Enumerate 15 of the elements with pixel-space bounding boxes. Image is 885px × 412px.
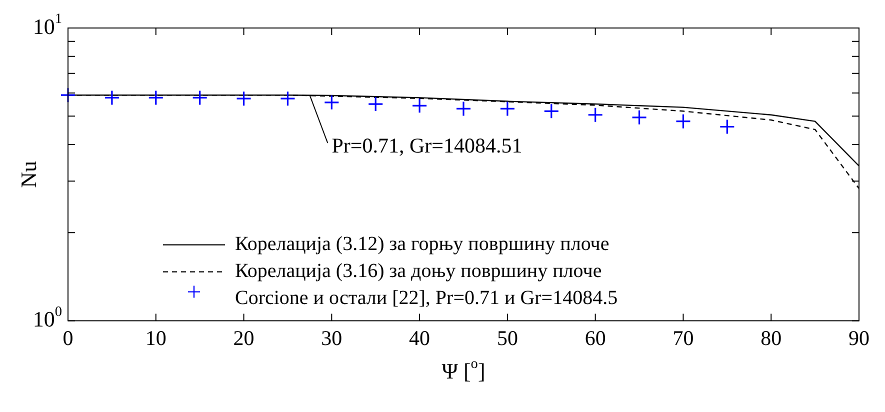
y-axis-title: Nu — [16, 160, 41, 188]
x-tick-label: 70 — [672, 326, 694, 350]
x-tick-label: 30 — [321, 326, 342, 350]
x-tick-label: 0 — [62, 326, 74, 350]
x-tick-label: 80 — [760, 326, 782, 350]
legend-label: Корелација (3.12) за горњу површину плоче — [235, 233, 610, 256]
x-tick-label: 40 — [409, 326, 430, 350]
legend-label: Corcione и остали [22], Pr=0.71 и Gr=14084.5 — [235, 287, 618, 310]
x-tick-label: 50 — [496, 326, 518, 350]
x-tick-label: 90 — [848, 326, 870, 350]
x-tick-label: 60 — [584, 326, 606, 350]
annotation: Pr=0.71, Gr=14084.51 — [332, 134, 522, 158]
x-tick-label: 10 — [145, 326, 166, 350]
legend-label: Корелација (3.16) за доњу површину плоче — [235, 260, 602, 282]
x-tick-label: 20 — [233, 326, 254, 350]
